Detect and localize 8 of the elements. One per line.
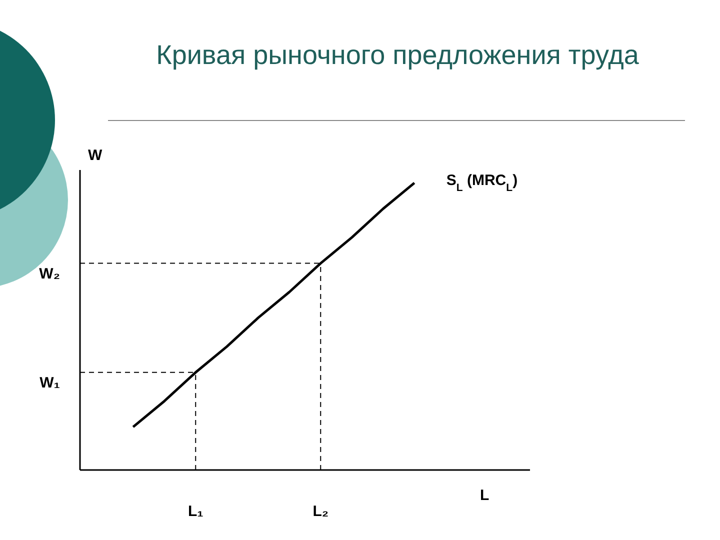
ref-line-label: W₁ [40, 374, 60, 392]
x-tick-label: L₁ [188, 503, 204, 520]
text: S$_{L}$ (MRC$_{L}$) [446, 172, 518, 194]
ref-line-label: W₂ [39, 265, 60, 282]
y-axis-title: W [88, 147, 103, 164]
x-tick-label: L₂ [312, 503, 329, 520]
chart-title: Кривая рыночного предложения труда [156, 40, 639, 70]
x-axis-title: L [480, 487, 490, 504]
